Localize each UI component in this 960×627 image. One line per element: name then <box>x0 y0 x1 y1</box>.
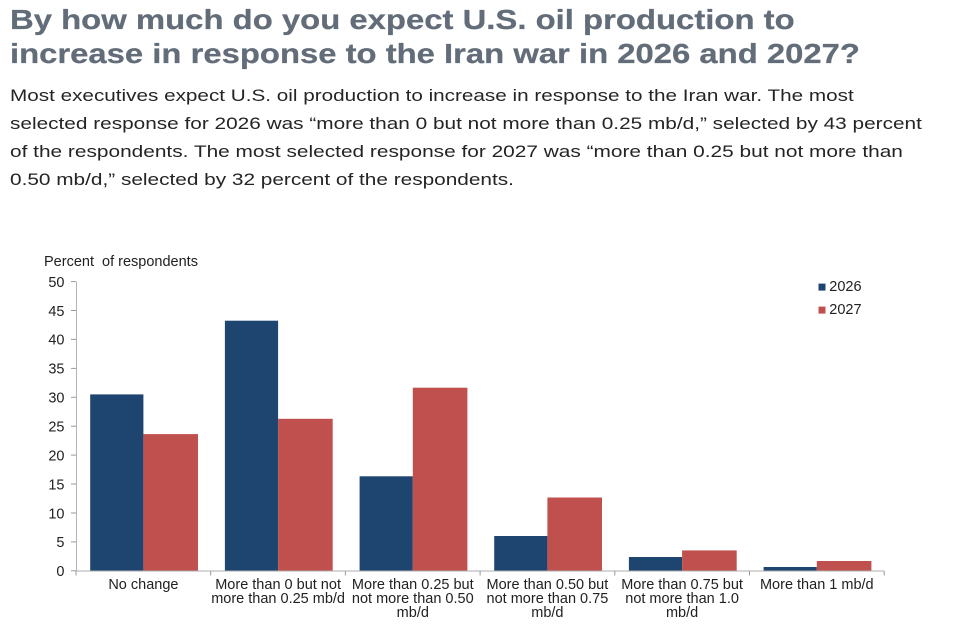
svg-text:mb/d: mb/d <box>397 605 429 621</box>
svg-text:More than 0.50 but: More than 0.50 but <box>487 577 609 593</box>
svg-text:More than 1 mb/d: More than 1 mb/d <box>760 577 874 593</box>
svg-text:50: 50 <box>48 275 64 291</box>
svg-text:No change: No change <box>108 577 178 593</box>
svg-text:mb/d: mb/d <box>531 605 563 621</box>
svg-text:more than 0.25 mb/d: more than 0.25 mb/d <box>211 591 345 607</box>
svg-text:5: 5 <box>56 535 64 551</box>
svg-text:not more than 0.50: not more than 0.50 <box>352 591 474 607</box>
svg-text:10: 10 <box>48 506 64 522</box>
svg-text:Percent of respondents: Percent of respondents <box>44 254 198 270</box>
svg-text:mb/d: mb/d <box>666 605 698 621</box>
svg-text:More than 0.75 but: More than 0.75 but <box>621 577 743 593</box>
svg-text:More than 0 but not: More than 0 but not <box>215 577 341 593</box>
svg-text:More than 0.25 but: More than 0.25 but <box>352 577 474 593</box>
svg-text:2027: 2027 <box>829 302 861 318</box>
svg-text:0: 0 <box>56 564 64 580</box>
svg-text:15: 15 <box>48 477 64 493</box>
svg-text:45: 45 <box>48 304 64 320</box>
svg-text:2026: 2026 <box>829 279 861 295</box>
svg-text:35: 35 <box>48 362 64 378</box>
svg-text:40: 40 <box>48 333 64 349</box>
svg-text:not more than 1.0: not more than 1.0 <box>625 591 739 607</box>
svg-text:20: 20 <box>48 448 64 464</box>
svg-text:25: 25 <box>48 420 64 436</box>
svg-text:not more than 0.75: not more than 0.75 <box>487 591 609 607</box>
svg-text:30: 30 <box>48 391 64 407</box>
